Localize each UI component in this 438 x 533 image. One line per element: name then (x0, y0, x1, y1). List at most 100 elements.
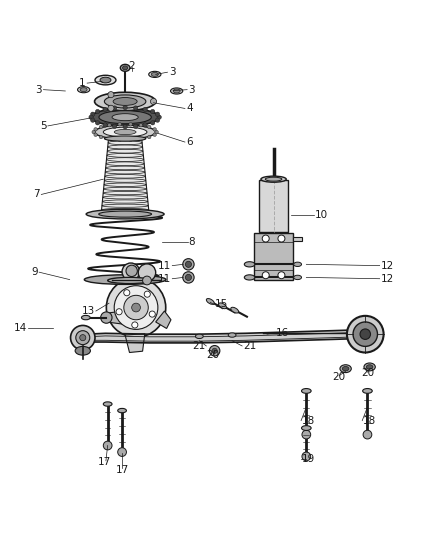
Text: 18: 18 (302, 416, 315, 426)
Ellipse shape (293, 262, 301, 266)
Circle shape (212, 348, 217, 353)
Circle shape (148, 125, 151, 128)
Circle shape (353, 322, 378, 346)
Ellipse shape (108, 277, 151, 284)
Ellipse shape (364, 363, 375, 371)
Ellipse shape (103, 127, 147, 137)
Circle shape (122, 263, 140, 280)
Circle shape (123, 125, 127, 129)
Text: 5: 5 (40, 121, 46, 131)
Circle shape (113, 106, 117, 110)
Circle shape (91, 112, 95, 116)
Circle shape (91, 118, 95, 123)
Circle shape (278, 235, 285, 242)
Text: 12: 12 (381, 261, 394, 271)
Ellipse shape (80, 88, 87, 92)
Circle shape (262, 235, 269, 242)
Ellipse shape (78, 87, 90, 93)
Circle shape (129, 138, 132, 141)
Circle shape (101, 312, 112, 323)
Polygon shape (125, 334, 145, 352)
Text: 19: 19 (302, 455, 315, 464)
Ellipse shape (340, 365, 351, 373)
Ellipse shape (84, 275, 166, 285)
Circle shape (155, 112, 160, 116)
Circle shape (114, 286, 158, 329)
Text: 2: 2 (128, 61, 135, 71)
Circle shape (99, 125, 103, 128)
Ellipse shape (99, 111, 151, 124)
Ellipse shape (261, 176, 286, 182)
Ellipse shape (75, 346, 90, 355)
Circle shape (138, 264, 155, 281)
Ellipse shape (301, 389, 311, 393)
Circle shape (209, 345, 220, 356)
Polygon shape (155, 311, 171, 328)
Circle shape (185, 274, 191, 280)
Circle shape (134, 106, 138, 110)
Circle shape (103, 123, 107, 127)
Text: 21: 21 (243, 341, 256, 351)
Circle shape (363, 430, 372, 439)
Circle shape (94, 133, 97, 136)
Circle shape (185, 261, 191, 268)
Text: 12: 12 (381, 274, 394, 284)
Circle shape (302, 430, 311, 439)
Circle shape (108, 137, 111, 141)
Circle shape (151, 120, 155, 125)
Text: 17: 17 (98, 457, 111, 467)
Ellipse shape (100, 77, 111, 83)
Circle shape (106, 278, 166, 337)
Ellipse shape (95, 75, 116, 85)
Ellipse shape (244, 275, 255, 280)
Circle shape (80, 335, 86, 341)
Circle shape (143, 107, 147, 111)
Ellipse shape (91, 108, 159, 126)
Ellipse shape (363, 389, 372, 393)
Ellipse shape (366, 365, 373, 369)
Circle shape (149, 311, 155, 317)
Circle shape (134, 124, 138, 128)
Ellipse shape (95, 125, 155, 139)
Circle shape (278, 272, 285, 279)
Ellipse shape (114, 130, 136, 135)
Ellipse shape (113, 98, 137, 106)
Circle shape (153, 133, 156, 136)
Ellipse shape (151, 72, 158, 76)
Ellipse shape (81, 316, 90, 320)
Polygon shape (106, 311, 123, 324)
Ellipse shape (86, 209, 164, 219)
Ellipse shape (231, 307, 239, 313)
Circle shape (103, 441, 112, 450)
Ellipse shape (173, 89, 180, 93)
Ellipse shape (104, 136, 146, 141)
Circle shape (302, 452, 311, 461)
Circle shape (347, 316, 384, 352)
Text: 21: 21 (192, 341, 205, 351)
Circle shape (76, 330, 90, 345)
Text: 3: 3 (169, 67, 175, 77)
Ellipse shape (112, 114, 138, 120)
Circle shape (150, 99, 156, 104)
Text: 17: 17 (116, 465, 129, 474)
Circle shape (139, 124, 143, 127)
Ellipse shape (103, 402, 112, 406)
Text: 8: 8 (188, 238, 195, 247)
Ellipse shape (293, 275, 301, 280)
Text: 16: 16 (276, 328, 289, 338)
Circle shape (94, 127, 97, 131)
Circle shape (148, 135, 151, 139)
Circle shape (108, 124, 111, 127)
Circle shape (99, 135, 103, 139)
Text: 9: 9 (31, 267, 38, 277)
Circle shape (124, 295, 148, 320)
Circle shape (155, 118, 160, 123)
Ellipse shape (343, 367, 349, 371)
Polygon shape (293, 237, 302, 241)
Circle shape (143, 276, 151, 285)
Circle shape (116, 309, 122, 315)
Ellipse shape (170, 88, 183, 94)
Circle shape (118, 138, 121, 141)
Circle shape (183, 259, 194, 270)
Polygon shape (254, 233, 293, 280)
